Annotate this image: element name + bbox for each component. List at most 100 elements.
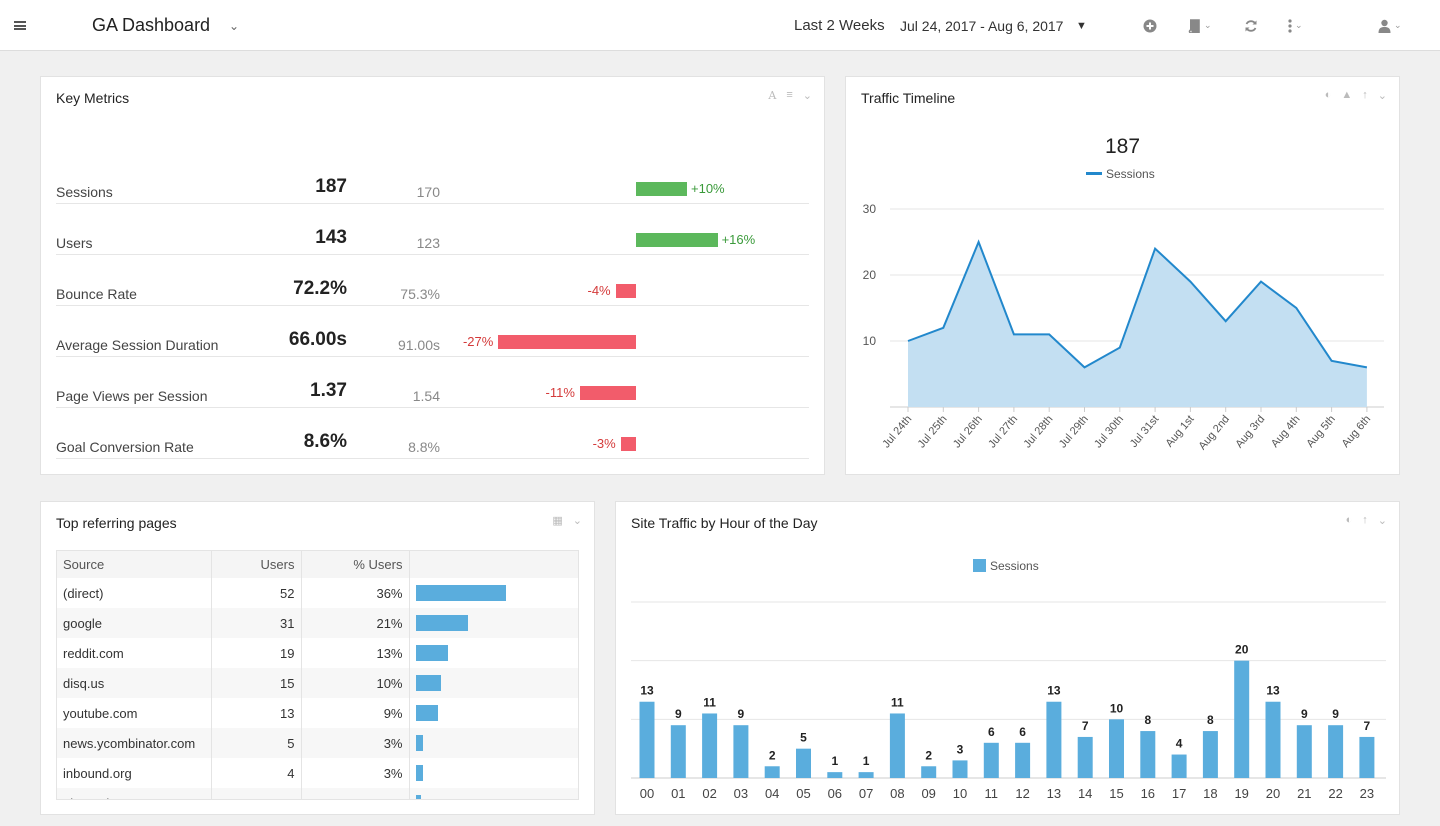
users-cell: 52	[211, 578, 302, 608]
share-bar	[415, 795, 421, 799]
metric-name: Goal Conversion Rate	[56, 439, 194, 455]
eye-slash-icon[interactable]: ◐	[1345, 514, 1353, 526]
series-line	[907, 239, 1368, 369]
metric-change-percent: -11%	[545, 385, 575, 400]
metric-name: Sessions	[56, 184, 113, 200]
metric-value: 8.6%	[303, 431, 347, 452]
menu-button[interactable]	[14, 0, 30, 51]
x-tick-label: Aug 3rd	[1233, 413, 1267, 450]
x-tick-label: 06	[828, 786, 842, 801]
y-tick-label: 30	[863, 202, 877, 216]
x-tick-label: 12	[1015, 786, 1029, 801]
card-toolbar: ▦ ⌄	[552, 514, 582, 527]
refresh-icon	[1245, 19, 1257, 32]
dashboard-title[interactable]: GA Dashboard	[92, 15, 211, 35]
metric-previous-value: 170	[416, 184, 440, 200]
referrers-table: Source Users % Users (direct) 52 36% google…	[56, 550, 579, 800]
share-bar	[415, 705, 438, 721]
chevron-down-icon[interactable]: ⌄	[1377, 90, 1387, 102]
table-row[interactable]: disq.us 15 10%	[57, 668, 578, 698]
text-format-icon[interactable]: A	[768, 89, 777, 102]
metric-change-bar	[615, 284, 636, 298]
card-title: Site Traffic by Hour of the Day	[631, 515, 818, 531]
bar	[1265, 701, 1281, 778]
table-row[interactable]: youtube.com 13 9%	[57, 698, 578, 728]
column-header-source[interactable]: Source	[57, 551, 212, 578]
table-row[interactable]: alternativeto.net32%	[57, 788, 578, 799]
bar	[764, 766, 780, 778]
align-icon[interactable]: ≡	[786, 89, 793, 101]
metric-value: 72.2%	[293, 278, 347, 299]
chevron-down-icon[interactable]: ⌄	[572, 515, 582, 527]
metric-change-bar	[636, 182, 687, 196]
share-bar-cell	[409, 758, 578, 788]
table-row[interactable]: news.ycombinator.com 5 3%	[57, 728, 578, 758]
refresh-button[interactable]	[1244, 0, 1258, 51]
user-menu-button[interactable]: ⌄	[1378, 0, 1402, 51]
column-header-users[interactable]: Users	[211, 551, 302, 578]
card-toolbar: A ≡ ⌄	[768, 89, 812, 102]
metric-row: Average Session Duration 66.00s 91.00s -27%	[56, 306, 809, 357]
bar	[1359, 736, 1375, 778]
chevron-down-icon: ⌄	[1204, 20, 1212, 30]
referrers-table-body: (direct) 52 36% google 31 21% reddit.com 19 13% d…	[57, 578, 578, 799]
bar-data-label: 10	[1110, 701, 1124, 715]
bar	[983, 742, 999, 778]
area-chart-icon[interactable]: ▲	[1341, 89, 1353, 101]
bar-data-label: 6	[988, 725, 995, 739]
table-icon[interactable]: ▦	[552, 515, 563, 527]
table-row[interactable]: google 31 21%	[57, 608, 578, 638]
legend-label: Sessions	[990, 559, 1039, 573]
more-options-button[interactable]: ⌄	[1288, 0, 1303, 51]
date-range-label[interactable]: Last 2 Weeks	[794, 17, 885, 34]
add-widget-button[interactable]	[1143, 0, 1157, 51]
arrow-up-icon[interactable]: ↑	[1362, 514, 1368, 526]
source-cell: alternativeto.net	[57, 788, 212, 799]
source-cell: disq.us	[57, 668, 212, 698]
users-cell: 31	[211, 608, 302, 638]
dashboard-menu-chevron-icon[interactable]: ⌄	[229, 18, 240, 33]
table-header-row: Source Users % Users	[57, 551, 578, 578]
share-bar	[415, 735, 423, 751]
x-tick-label: 03	[734, 786, 748, 801]
dashboards-button[interactable]: ⌄	[1187, 0, 1212, 51]
eye-slash-icon[interactable]: ◐	[1324, 89, 1332, 101]
x-tick-label: 17	[1172, 786, 1186, 801]
column-header-pct-users[interactable]: % Users	[301, 551, 410, 578]
share-bar-cell	[409, 668, 578, 698]
source-cell: reddit.com	[57, 638, 212, 668]
source-cell: (direct)	[57, 578, 212, 608]
x-tick-label: 16	[1141, 786, 1155, 801]
arrow-up-icon[interactable]: ↑	[1362, 89, 1368, 101]
share-bar-cell	[409, 608, 578, 638]
chevron-down-icon[interactable]: ⌄	[802, 90, 812, 102]
share-bar	[415, 585, 506, 601]
table-row[interactable]: (direct) 52 36%	[57, 578, 578, 608]
date-range-caret-icon[interactable]: ▼	[1076, 19, 1087, 32]
timeline-total: 187	[1104, 135, 1141, 158]
metric-value: 1.37	[310, 380, 347, 401]
bar-data-label: 20	[1235, 643, 1249, 657]
users-cell: 13	[211, 698, 302, 728]
metric-change-bar	[636, 233, 718, 247]
metric-change-percent: -27%	[462, 334, 494, 349]
x-tick-label: 10	[953, 786, 967, 801]
x-tick-label: 02	[702, 786, 716, 801]
legend-label: Sessions	[1106, 167, 1155, 181]
book-icon	[1188, 18, 1200, 33]
table-row[interactable]: reddit.com 19 13%	[57, 638, 578, 668]
users-cell: 3	[211, 788, 302, 799]
chevron-down-icon[interactable]: ⌄	[1377, 515, 1387, 527]
date-range-dates[interactable]: Jul 24, 2017 - Aug 6, 2017	[900, 17, 1064, 34]
x-tick-label: 08	[890, 786, 904, 801]
x-tick-label: Jul 31st	[1128, 413, 1162, 450]
bar-data-label: 9	[675, 707, 682, 721]
bar-data-label: 13	[1047, 684, 1061, 698]
bar	[1202, 731, 1218, 778]
bar-data-label: 1	[863, 754, 870, 768]
card-toolbar: ◐ ▲ ↑ ⌄	[1325, 89, 1387, 102]
column-header-bar	[409, 551, 578, 578]
x-tick-label: 15	[1109, 786, 1123, 801]
table-row[interactable]: inbound.org 4 3%	[57, 758, 578, 788]
bar	[858, 772, 874, 778]
